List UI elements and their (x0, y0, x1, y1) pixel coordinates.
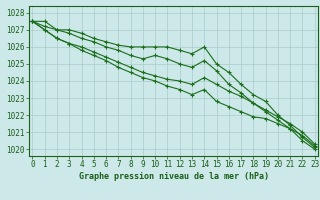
X-axis label: Graphe pression niveau de la mer (hPa): Graphe pression niveau de la mer (hPa) (79, 172, 268, 181)
